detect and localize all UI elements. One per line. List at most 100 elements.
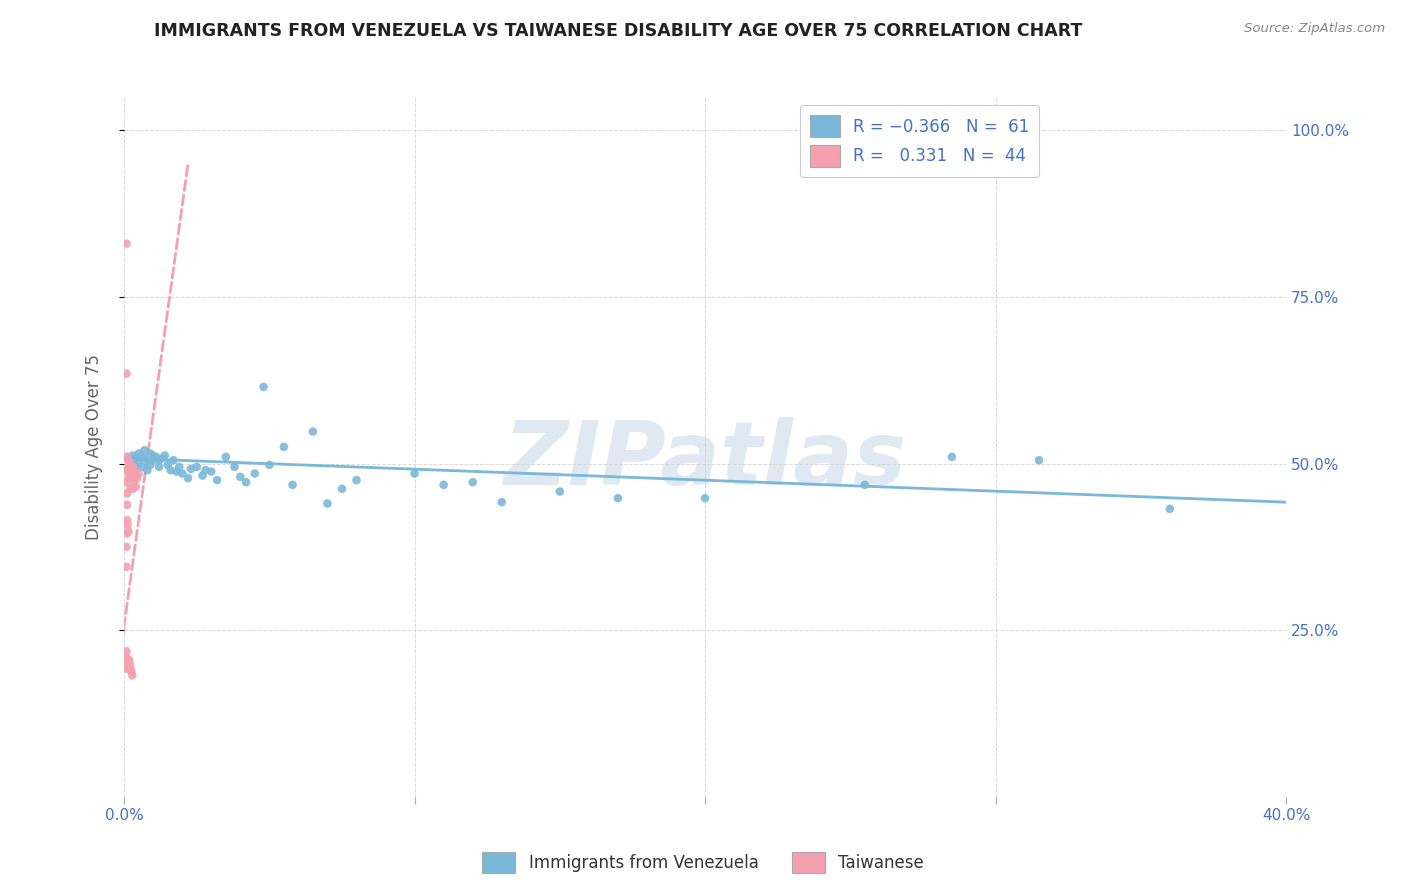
Point (139, 458, 162, 472)
Point (115, 662, 138, 676)
Point (180, 462, 202, 476)
Point (145, 450, 167, 464)
Point (177, 471, 200, 485)
Text: Source: ZipAtlas.com: Source: ZipAtlas.com (1244, 22, 1385, 36)
Point (125, 468, 148, 483)
Text: ZIPatlas: ZIPatlas (503, 417, 907, 504)
Point (224, 459, 246, 474)
Point (115, 450, 138, 464)
Point (131, 459, 153, 474)
Point (148, 453, 170, 467)
Point (115, 450, 138, 464)
Point (120, 665, 142, 679)
Point (117, 471, 139, 485)
Point (136, 455, 159, 469)
Point (148, 459, 170, 474)
Point (404, 467, 426, 481)
Text: IMMIGRANTS FROM VENEZUELA VS TAIWANESE DISABILITY AGE OVER 75 CORRELATION CHART: IMMIGRANTS FROM VENEZUELA VS TAIWANESE D… (155, 22, 1083, 40)
Point (120, 459, 142, 474)
Legend: R = −0.366   N =  61, R =   0.331   N =  44: R = −0.366 N = 61, R = 0.331 N = 44 (800, 105, 1039, 177)
Point (169, 459, 191, 474)
Point (125, 480, 148, 494)
Point (117, 655, 139, 669)
Point (281, 478, 304, 492)
Point (121, 449, 143, 463)
Point (194, 463, 217, 477)
Point (118, 657, 141, 672)
Point (1028, 453, 1050, 467)
Point (117, 459, 139, 474)
Point (162, 453, 184, 467)
Point (159, 463, 181, 477)
Point (1159, 501, 1181, 516)
Point (115, 498, 138, 512)
Point (121, 465, 143, 479)
Point (128, 457, 150, 471)
Point (115, 526, 138, 541)
Point (156, 458, 179, 472)
Point (259, 458, 281, 472)
Point (115, 367, 138, 381)
Point (118, 482, 141, 496)
Point (115, 644, 138, 658)
Point (142, 449, 165, 463)
Point (186, 459, 208, 474)
Point (117, 524, 139, 539)
Point (127, 471, 149, 485)
Point (433, 478, 456, 492)
Point (117, 659, 139, 673)
Point (120, 662, 142, 676)
Point (150, 451, 173, 466)
Point (128, 446, 150, 460)
Point (229, 470, 252, 484)
Point (346, 473, 368, 487)
Point (165, 465, 187, 479)
Point (120, 471, 142, 485)
Point (128, 467, 150, 481)
Point (118, 459, 141, 474)
Point (134, 443, 156, 458)
Point (124, 465, 146, 479)
Point (205, 473, 228, 487)
Point (153, 449, 176, 463)
Point (118, 453, 141, 467)
Point (191, 468, 214, 483)
Point (235, 475, 257, 490)
Point (139, 446, 162, 460)
Point (115, 236, 138, 251)
Point (120, 465, 142, 479)
Point (316, 496, 339, 510)
Point (118, 459, 141, 474)
Point (330, 482, 353, 496)
Point (118, 471, 141, 485)
Point (273, 440, 295, 454)
Point (548, 484, 571, 499)
Point (200, 465, 222, 479)
Point (461, 475, 484, 490)
Point (252, 380, 274, 394)
Point (121, 471, 143, 485)
Point (121, 668, 143, 682)
Point (121, 459, 143, 474)
Point (243, 467, 266, 481)
Point (115, 513, 138, 527)
Point (136, 463, 159, 477)
Point (491, 495, 513, 509)
Point (302, 425, 325, 439)
Point (125, 451, 148, 466)
Point (115, 651, 138, 665)
Point (115, 559, 138, 574)
Point (172, 467, 194, 481)
Point (121, 458, 143, 472)
Point (853, 478, 876, 492)
Point (131, 450, 153, 464)
Point (117, 465, 139, 479)
Point (142, 453, 165, 467)
Point (118, 455, 141, 469)
Point (117, 453, 139, 467)
Point (124, 475, 146, 490)
Point (125, 462, 148, 476)
Point (121, 482, 143, 496)
Point (115, 463, 138, 477)
Point (606, 491, 628, 505)
